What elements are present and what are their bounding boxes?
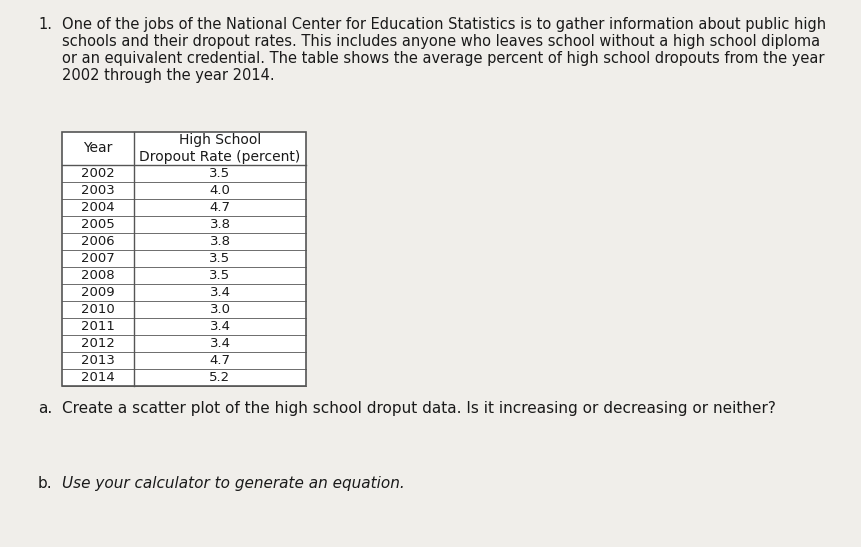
Text: 2009: 2009 [81, 286, 115, 299]
Text: 2005: 2005 [81, 218, 115, 231]
Text: 3.4: 3.4 [209, 320, 231, 333]
Text: 4.0: 4.0 [209, 184, 231, 197]
Text: 2004: 2004 [81, 201, 115, 214]
Text: 3.5: 3.5 [209, 269, 231, 282]
Text: 3.8: 3.8 [209, 235, 231, 248]
Text: 3.5: 3.5 [209, 167, 231, 180]
Bar [62, 132, 306, 386]
Text: High School
Dropout Rate (percent): High School Dropout Rate (percent) [139, 133, 300, 164]
Text: b.: b. [38, 476, 53, 491]
Text: 3.4: 3.4 [209, 337, 231, 350]
Text: Year: Year [84, 142, 113, 155]
Bar [62, 132, 306, 386]
Text: schools and their dropout rates. This includes anyone who leaves school without : schools and their dropout rates. This in… [62, 34, 821, 49]
Text: a.: a. [38, 401, 53, 416]
Text: 1.: 1. [38, 17, 52, 32]
Text: 2010: 2010 [81, 303, 115, 316]
Text: 2006: 2006 [81, 235, 115, 248]
Text: Use your calculator to generate an equation.: Use your calculator to generate an equat… [62, 476, 405, 491]
Text: 4.7: 4.7 [209, 354, 231, 367]
Text: 3.0: 3.0 [209, 303, 231, 316]
Text: Create a scatter plot of the high school droput data. Is it increasing or decrea: Create a scatter plot of the high school… [62, 401, 776, 416]
Text: or an equivalent credential. The table shows the average percent of high school : or an equivalent credential. The table s… [62, 51, 825, 66]
Text: 2012: 2012 [81, 337, 115, 350]
Text: 3.8: 3.8 [209, 218, 231, 231]
Text: 3.4: 3.4 [209, 286, 231, 299]
Text: 2002: 2002 [81, 167, 115, 180]
Text: 2014: 2014 [81, 371, 115, 384]
Text: 5.2: 5.2 [209, 371, 231, 384]
Text: One of the jobs of the National Center for Education Statistics is to gather inf: One of the jobs of the National Center f… [62, 17, 826, 32]
Text: 2011: 2011 [81, 320, 115, 333]
Text: 2008: 2008 [81, 269, 115, 282]
Text: 2007: 2007 [81, 252, 115, 265]
Text: 2002 through the year 2014.: 2002 through the year 2014. [62, 68, 275, 83]
Text: 2013: 2013 [81, 354, 115, 367]
Text: 4.7: 4.7 [209, 201, 231, 214]
Text: 3.5: 3.5 [209, 252, 231, 265]
Text: 2003: 2003 [81, 184, 115, 197]
